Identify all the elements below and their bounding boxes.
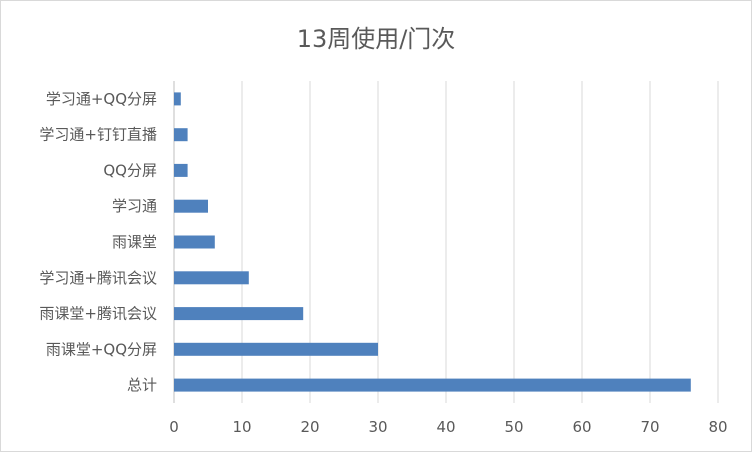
bar [174, 235, 215, 249]
x-tick-label: 20 [300, 418, 319, 436]
category-label: 学习通+QQ分屏 [46, 90, 157, 108]
category-label: 学习通+钉钉直播 [39, 126, 157, 144]
bar [174, 271, 249, 285]
category-label: 总计 [127, 376, 157, 394]
category-label: QQ分屏 [103, 161, 157, 179]
bar [174, 199, 208, 213]
category-label: 雨课堂+腾讯会议 [39, 305, 157, 323]
x-tick-label: 10 [232, 418, 251, 436]
bar [174, 342, 378, 356]
chart-title: 13周使用/门次 [296, 25, 456, 53]
category-label: 雨课堂 [112, 233, 157, 251]
bar [174, 92, 181, 106]
bar [174, 128, 188, 142]
x-tick-label: 40 [436, 418, 455, 436]
x-tick-label: 60 [572, 418, 591, 436]
x-tick-label: 80 [708, 418, 727, 436]
x-tick-label: 50 [504, 418, 523, 436]
category-label: 学习通 [112, 197, 157, 215]
bar [174, 307, 304, 321]
x-tick-label: 0 [169, 418, 179, 436]
bar [174, 163, 188, 177]
x-tick-label: 30 [368, 418, 387, 436]
bar [174, 378, 691, 392]
category-label: 雨课堂+QQ分屏 [46, 340, 157, 358]
x-tick-label: 70 [640, 418, 659, 436]
category-label: 学习通+腾讯会议 [39, 269, 157, 287]
